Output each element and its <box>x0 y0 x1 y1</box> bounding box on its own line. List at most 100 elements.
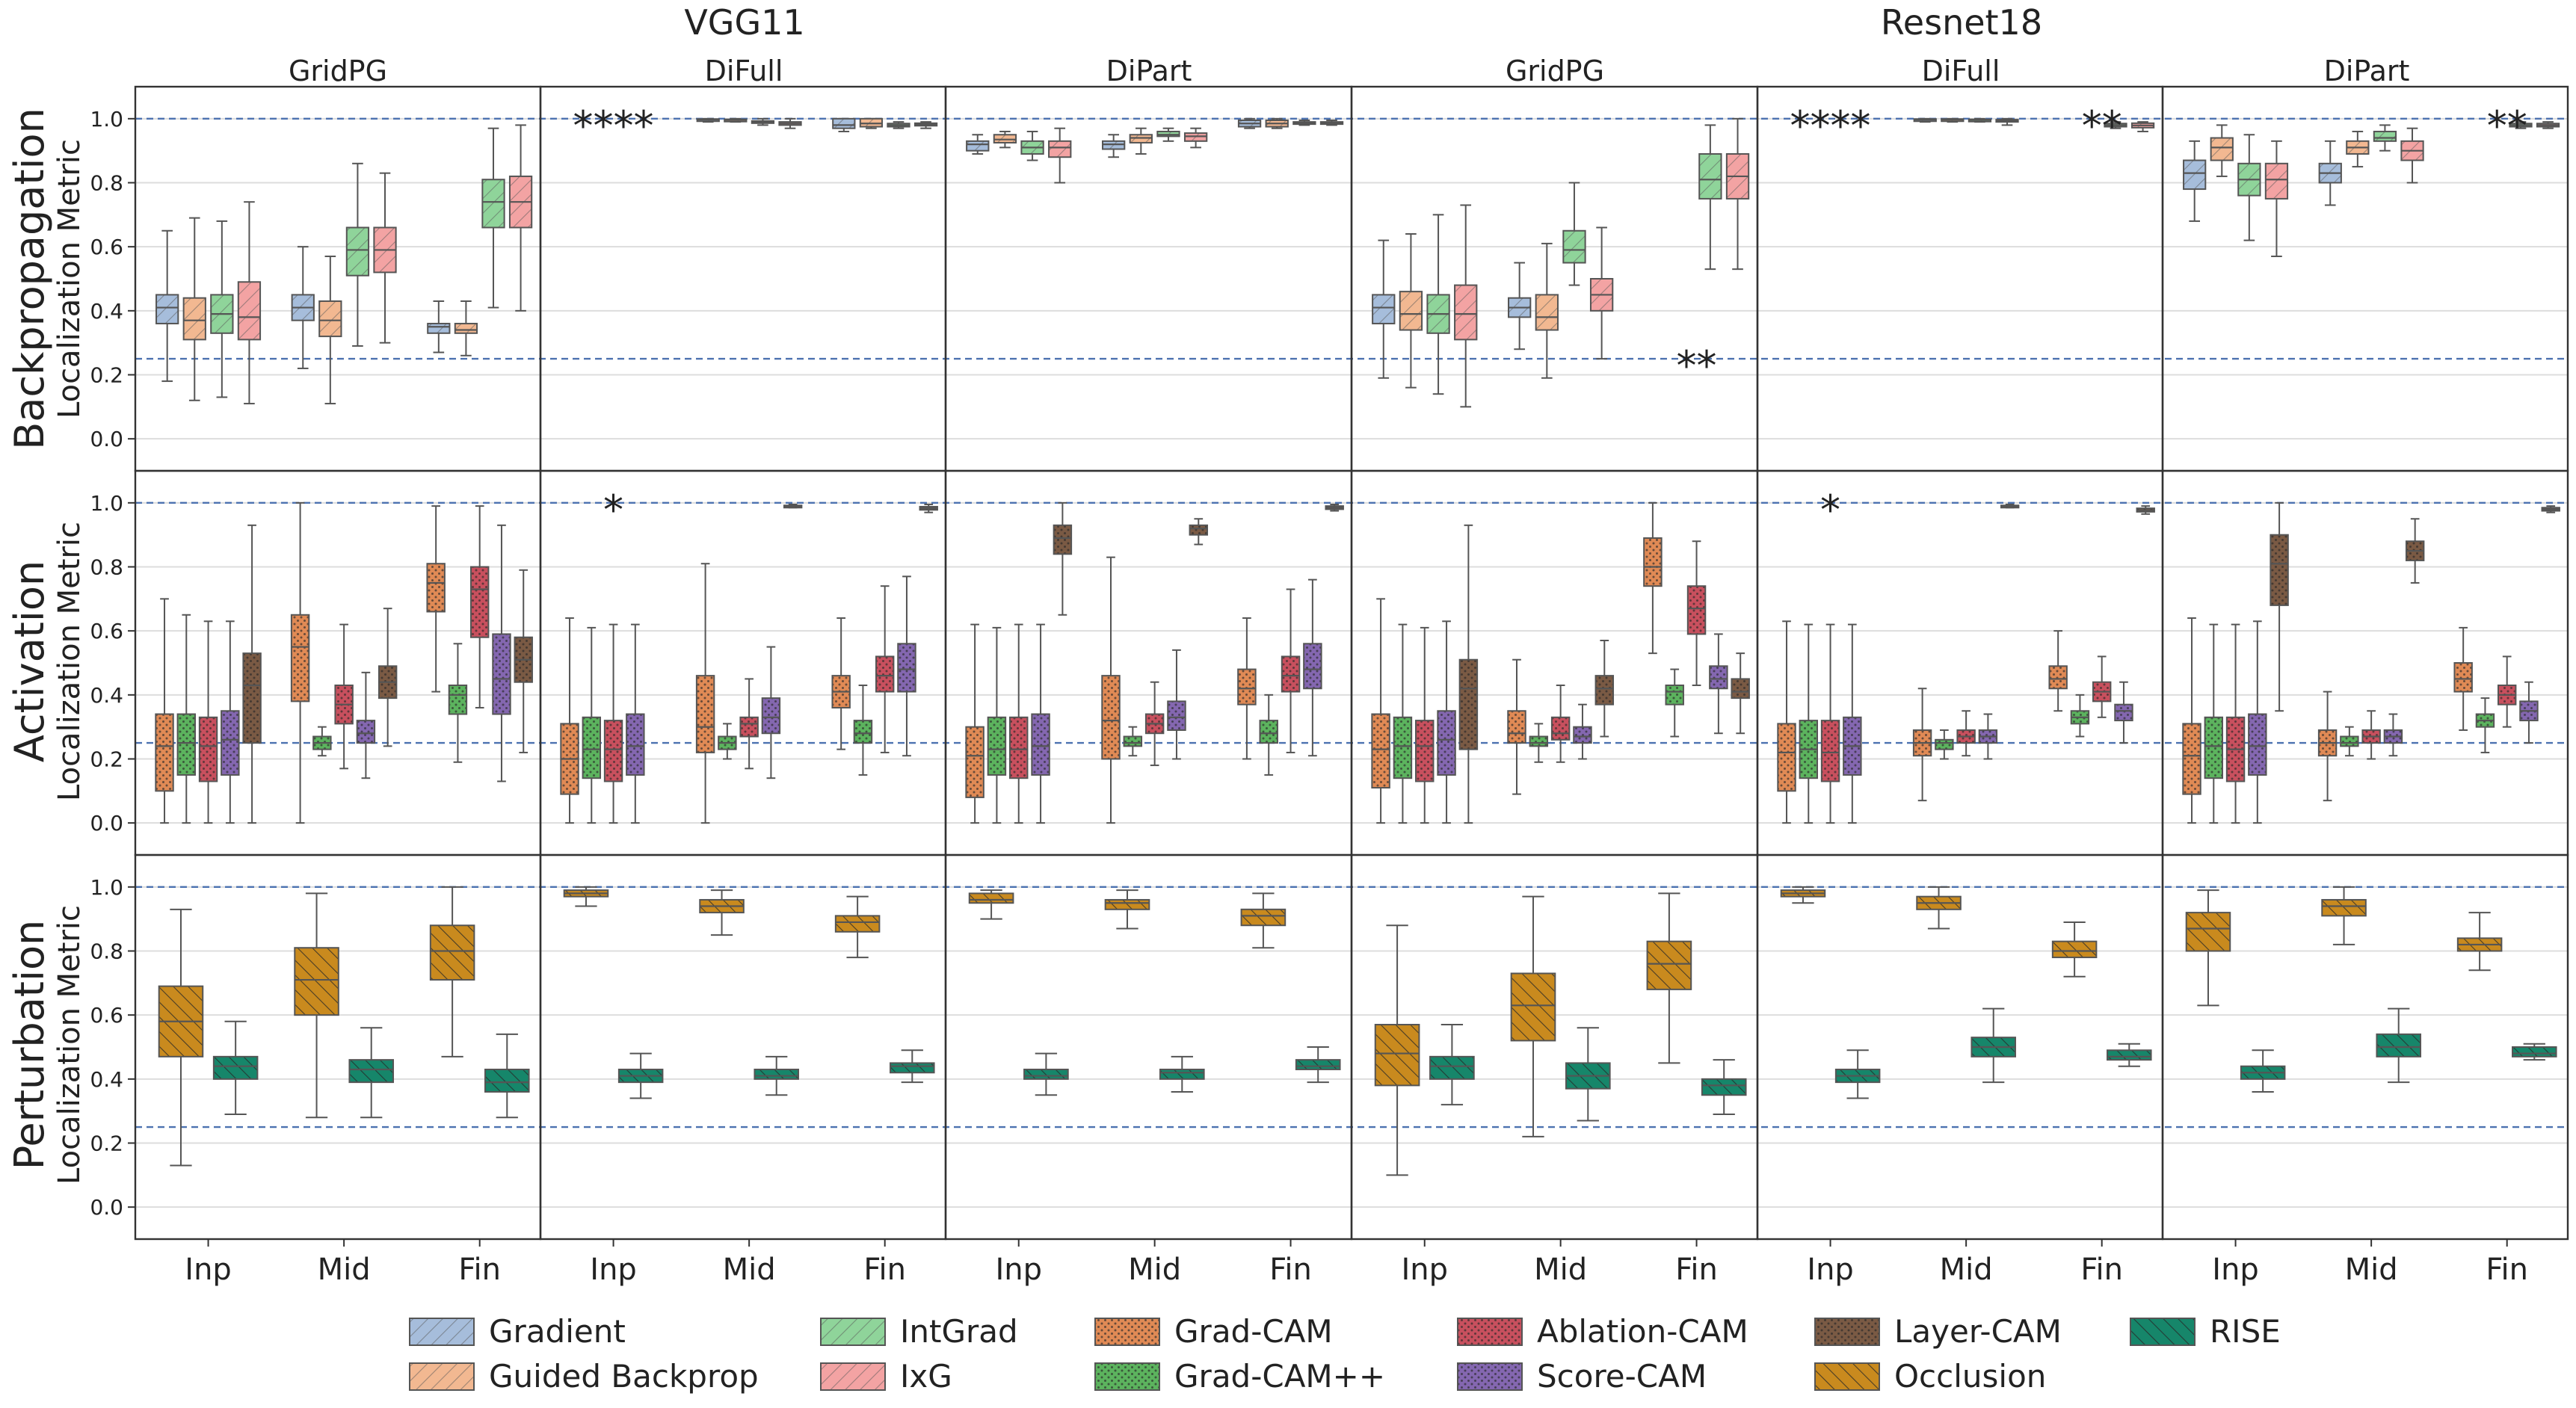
box-grad-cam <box>1507 658 1526 795</box>
y-tick-label: 0.0 <box>90 427 123 451</box>
y-tick-label: 0.8 <box>90 171 123 196</box>
box-gradient <box>1508 262 1532 351</box>
y-tick-label: 0.6 <box>90 235 123 259</box>
x-tick-label: Inp <box>2212 1253 2259 1287</box>
box-score-cam <box>2383 713 2403 757</box>
box-grad-cam <box>290 501 310 824</box>
box-occlusion <box>834 895 881 959</box>
box-layer-cam <box>2270 501 2289 712</box>
box-score-cam <box>1573 703 1592 760</box>
box-intgrad <box>2509 121 2533 129</box>
box-ablation-cam <box>2092 655 2112 718</box>
box-grad-cam- <box>1665 668 1684 738</box>
box-grad-cam <box>1912 688 1932 802</box>
box-ablation-cam <box>1009 623 1029 824</box>
legend-label: Occlusion <box>1894 1358 2046 1395</box>
box-guided-backprop <box>1941 117 1965 123</box>
box-ixg <box>1589 226 1614 360</box>
box-ablation-cam <box>1956 710 1976 757</box>
panel-frame <box>1350 85 1759 472</box>
box-layer-cam <box>2541 505 2560 513</box>
box-rise <box>2240 1049 2286 1093</box>
box-gradient <box>1102 134 1126 158</box>
panel-resnet18-dipart <box>2161 469 2569 856</box>
box-grad-cam- <box>1259 694 1278 776</box>
row-backpropagation: 0.00.20.40.60.81.0 ********** ** ** <box>90 85 2569 472</box>
panel-vgg11-gridpg: Inp Mid Fin <box>134 853 542 1287</box>
box-grad-cam <box>831 617 851 750</box>
box-occlusion <box>294 892 339 1119</box>
y-tick-label: 0.2 <box>90 363 123 388</box>
box-rise <box>1295 1046 1341 1084</box>
panel-vgg11-difull: Inp Mid Fin <box>539 853 947 1287</box>
box-gradient <box>1913 117 1937 123</box>
box-occlusion <box>699 889 745 936</box>
box-layer-cam <box>1594 640 1615 738</box>
box-gradient <box>966 134 990 155</box>
box-occlusion <box>2456 912 2503 972</box>
setting-title: DiPart <box>2324 55 2410 87</box>
x-tick-label: Fin <box>1675 1253 1718 1287</box>
box-layer-cam <box>2405 518 2425 584</box>
box-ablation-cam <box>1820 623 1840 824</box>
box-grad-cam- <box>2204 623 2223 824</box>
box-rise <box>754 1055 799 1096</box>
panel-vgg11-difull: * <box>539 469 947 856</box>
panel-vgg11-dipart: Inp Mid Fin <box>944 853 1353 1287</box>
box-rise <box>617 1052 664 1099</box>
box-ablation-cam <box>1686 540 1707 686</box>
box-occlusion <box>1916 886 1962 930</box>
x-tick-label: Mid <box>723 1253 776 1287</box>
legend: Gradient Guided Backprop IntGrad IxG Grad-CA… <box>409 1313 2281 1395</box>
box-guided-backprop <box>1265 117 1289 129</box>
annotation: * <box>1820 487 1840 534</box>
legend-label: Guided Backprop <box>489 1358 759 1395</box>
box-rise <box>2512 1043 2557 1061</box>
box-occlusion <box>1374 924 1420 1176</box>
box-score-cam <box>2114 681 2133 744</box>
y-tick-label: 0.0 <box>90 811 123 836</box>
panel-frame <box>1756 853 2164 1241</box>
box-grad-cam- <box>582 626 601 824</box>
box-layer-cam <box>1458 524 1479 824</box>
box-layer-cam <box>1189 518 1209 546</box>
box-grad-cam <box>965 623 985 824</box>
box-intgrad <box>1426 214 1450 395</box>
box-grad-cam- <box>312 726 332 757</box>
box-rise <box>1429 1024 1475 1106</box>
box-grad-cam <box>2317 691 2338 802</box>
legend-item-grad-cam-: Grad-CAM++ <box>1094 1358 1385 1395</box>
box-rise <box>348 1027 394 1119</box>
box-gradient <box>696 117 720 123</box>
box-ablation-cam <box>603 623 623 824</box>
panel-frame <box>134 85 542 472</box>
box-occlusion <box>1104 889 1150 930</box>
box-guided-backprop <box>2210 124 2234 177</box>
legend-label: Grad-CAM <box>1174 1313 1333 1350</box>
box-intgrad <box>1562 182 1586 286</box>
box-score-cam <box>761 646 781 779</box>
box-intgrad <box>1968 117 1992 123</box>
box-grad-cam <box>1777 620 1796 824</box>
box-grad-cam- <box>987 626 1007 824</box>
box-score-cam <box>2248 620 2267 824</box>
y-tick-label: 0.4 <box>90 683 123 708</box>
panel-resnet18-difull: Inp Mid Fin <box>1756 853 2164 1287</box>
box-intgrad <box>2104 121 2127 129</box>
x-tick-label: Fin <box>2080 1253 2123 1287</box>
box-rise <box>1834 1049 1881 1099</box>
box-ixg <box>1183 127 1208 149</box>
x-tick-label: Mid <box>2345 1253 2398 1287</box>
model-title-resnet18: Resnet18 <box>1881 2 2042 43</box>
row-activation: 0.0 0.2 0.4 0.6 0.8 1.0 * * <box>90 469 2569 856</box>
box-occlusion <box>1240 892 1287 949</box>
box-occlusion <box>2185 889 2231 1007</box>
box-occlusion <box>1510 895 1556 1137</box>
box-intgrad <box>1292 119 1316 126</box>
box-grad-cam <box>1101 556 1121 824</box>
legend-item-ixg: IxG <box>820 1358 952 1395</box>
x-tick-label: Fin <box>458 1253 501 1287</box>
box-score-cam <box>1709 633 1728 735</box>
box-grad-cam- <box>2340 726 2359 757</box>
